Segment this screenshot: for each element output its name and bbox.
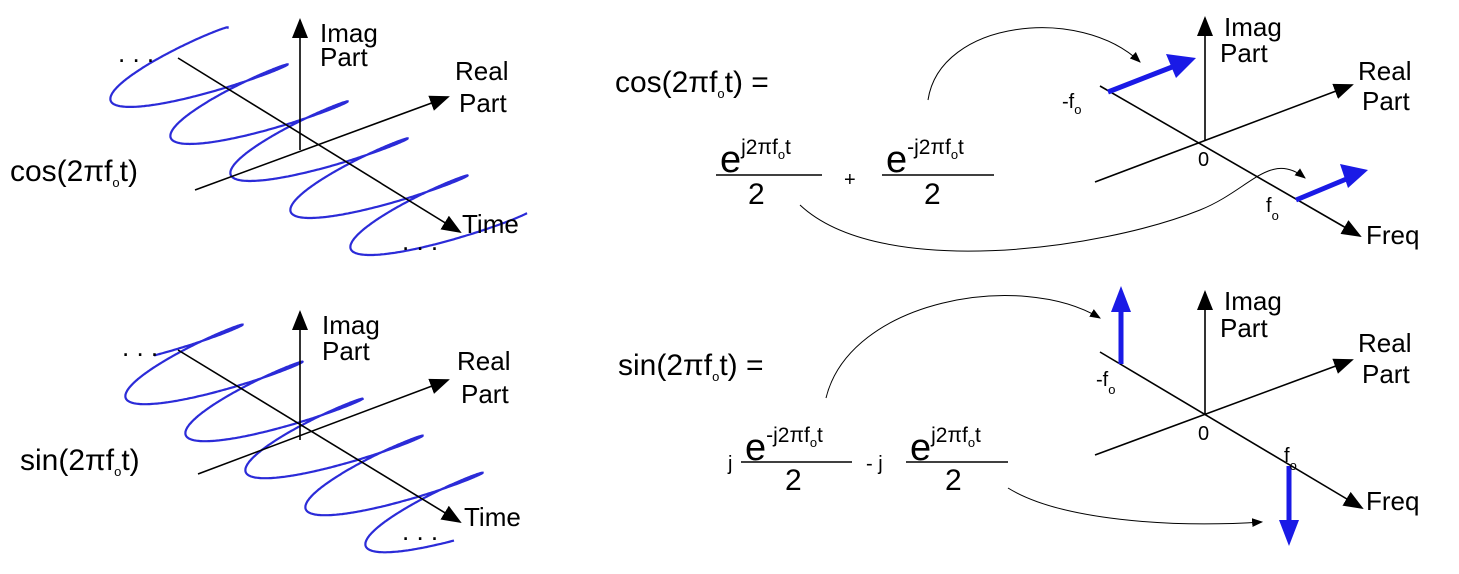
sin-j-coefficient-1: j — [727, 453, 732, 475]
cos-term2-denominator: 2 — [924, 178, 941, 211]
cos-signal-label: cos(2πfot) — [10, 155, 138, 190]
cos-term1-denominator: 2 — [748, 178, 765, 211]
sin-spec-real-label-1: Real — [1358, 328, 1411, 358]
cos-spec-imag-label-1: Imag — [1224, 12, 1282, 42]
cos-ellipsis-start: . . . — [118, 38, 154, 68]
cos-spectrum-plot: Imag Part Real Part Freq 0 -fo fo — [1062, 12, 1419, 250]
sin-ellipsis-start: . . . — [122, 332, 158, 362]
cos-plus-operator: + — [844, 169, 856, 191]
cos-time-axis — [177, 57, 462, 234]
cos-time-label: Time — [462, 209, 519, 239]
sin-neg-freq-arrowhead — [1111, 286, 1131, 312]
cos-curve-term1-to-posfreq — [799, 167, 1306, 252]
cos-spec-real-axis — [1094, 83, 1354, 183]
sin-spec-imag-label-1: Imag — [1224, 286, 1282, 316]
cos-spec-zero-label: 0 — [1198, 149, 1209, 171]
cos-neg-freq-label: -fo — [1062, 91, 1081, 117]
cos-spec-freq-axis — [1099, 85, 1362, 237]
sin-spec-freq-label: Freq — [1366, 486, 1419, 516]
sin-neg-freq-label: -fo — [1096, 369, 1115, 397]
sin-equation-lhs: sin(2πfot) = — [618, 349, 764, 384]
sin-term1-numerator: e-j2πfot — [745, 424, 823, 469]
sin-spec-imag-label-2: Part — [1220, 313, 1268, 343]
sin-imag-label-1: Imag — [322, 310, 380, 340]
sin-spectrum-plot: Imag Part Real Part Freq 0 -fo fo — [1094, 286, 1419, 546]
cos-time-plot: . . . . . . Imag Part Real Part Time cos… — [10, 18, 528, 257]
sin-real-axis — [197, 378, 450, 475]
sin-signal-label: sin(2πfot) — [20, 444, 140, 479]
sin-minus-j-operator: - j — [866, 453, 883, 475]
sin-spec-zero-label: 0 — [1198, 423, 1209, 445]
sin-pos-freq-arrowhead — [1279, 520, 1299, 546]
cos-term2-numerator: e-j2πfot — [886, 136, 964, 181]
cos-spec-real-label-1: Real — [1358, 56, 1411, 86]
sin-time-axis — [177, 349, 462, 524]
sin-spec-real-axis — [1094, 358, 1354, 456]
cos-equation: cos(2πfot) = ej2πfot 2 + e-j2πfot 2 — [615, 66, 994, 211]
sin-ellipsis-end: . . . — [402, 516, 438, 546]
sin-real-label-1: Real — [457, 346, 510, 376]
sin-equation: sin(2πfot) = j e-j2πfot 2 - j ej2πfot 2 — [618, 349, 1008, 497]
cos-spec-imag-label-2: Part — [1220, 38, 1268, 68]
cos-imag-label-1: Imag — [320, 18, 378, 48]
cos-spec-real-label-2: Part — [1362, 86, 1410, 116]
cos-neg-freq-arrowhead — [1166, 54, 1196, 78]
sin-time-plot: . . . . . . Imag Part Real Part Time sin… — [20, 310, 521, 554]
sin-term1-denominator: 2 — [785, 464, 802, 497]
cos-spec-freq-label: Freq — [1366, 220, 1419, 250]
sin-time-label: Time — [464, 502, 521, 532]
cos-ellipsis-end: . . . — [402, 226, 438, 256]
sin-imag-label-2: Part — [322, 336, 370, 366]
cos-term1-numerator: ej2πfot — [720, 136, 791, 181]
sin-term2-numerator: ej2πfot — [910, 424, 981, 469]
cos-helix-curve — [109, 26, 528, 257]
cos-real-axis — [194, 95, 450, 191]
sin-pos-freq-label: fo — [1284, 445, 1297, 473]
sin-curve-term2-to-posfreq — [1007, 487, 1264, 528]
sin-real-label-2: Part — [461, 379, 509, 409]
cos-real-label-1: Real — [455, 56, 508, 86]
cos-curve-term2-to-negfreq — [927, 27, 1141, 101]
cos-equation-lhs: cos(2πfot) = — [615, 66, 769, 101]
cos-pos-freq-label: fo — [1266, 195, 1279, 223]
sin-term2-denominator: 2 — [945, 464, 962, 497]
sin-spec-real-label-2: Part — [1362, 359, 1410, 389]
cos-imag-label-2: Part — [320, 42, 368, 72]
sin-spec-freq-axis — [1099, 351, 1364, 510]
sin-curve-term1-to-negfreq — [825, 295, 1101, 399]
cos-real-label-2: Part — [459, 88, 507, 118]
cos-pos-freq-arrowhead — [1340, 164, 1368, 188]
